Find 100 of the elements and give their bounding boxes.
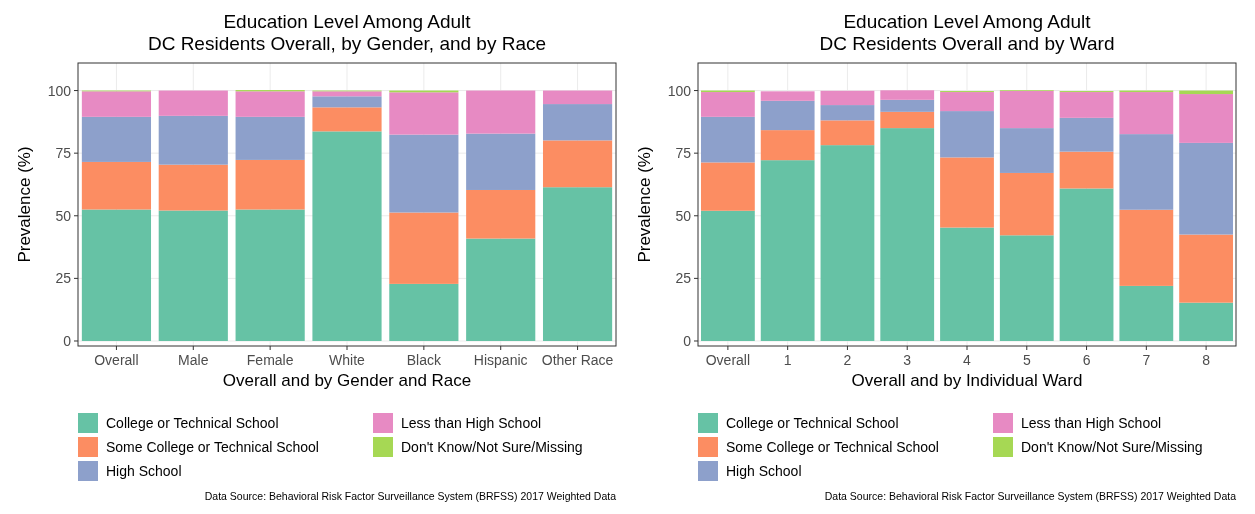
x-axis-title: Overall and by Individual Ward: [851, 371, 1083, 390]
x-tick-label: Black: [406, 352, 442, 368]
bar: [999, 128, 1054, 173]
bar: [312, 96, 382, 108]
bar: [940, 227, 994, 341]
x-tick-label: 7: [1142, 352, 1151, 368]
bar: [760, 130, 815, 161]
bar: [1179, 94, 1234, 143]
legend-label: Don't Know/Not Sure/Missing: [1021, 439, 1203, 455]
bar: [389, 92, 459, 135]
bar: [1059, 92, 1114, 118]
bar: [466, 133, 536, 190]
bar: [1059, 117, 1114, 152]
x-tick-label: White: [329, 352, 366, 368]
bar: [820, 105, 875, 121]
y-tick-label: 50: [55, 207, 72, 224]
legend-label: Some College or Technical School: [106, 439, 319, 455]
bar: [820, 120, 875, 146]
bar: [389, 283, 459, 341]
bar: [158, 90, 228, 116]
y-tick-label: 25: [55, 270, 72, 287]
bar: [466, 189, 536, 239]
y-tick-label: 0: [63, 332, 72, 349]
y-tick-label: 75: [675, 145, 692, 162]
y-tick-label: 25: [675, 270, 692, 287]
bar: [1179, 234, 1234, 303]
x-tick-label: Male: [178, 352, 209, 368]
bar: [760, 160, 815, 341]
bar: [312, 91, 382, 97]
bar: [235, 209, 305, 341]
bar: [940, 92, 994, 112]
legend-label: Less than High School: [1021, 415, 1162, 431]
bar: [880, 90, 935, 100]
bar: [312, 131, 382, 341]
bar: [1179, 142, 1234, 235]
bar: [1119, 209, 1174, 286]
bar: [999, 172, 1054, 236]
bar: [700, 116, 755, 163]
bar: [1059, 151, 1114, 189]
bar: [542, 90, 613, 105]
x-tick-label: 6: [1082, 352, 1091, 368]
bar: [81, 209, 152, 341]
bar: [760, 100, 815, 131]
bar: [389, 212, 459, 284]
x-tick-label: 3: [903, 352, 912, 368]
bar: [999, 90, 1054, 129]
bar: [81, 161, 152, 210]
y-tick-label: 0: [683, 332, 692, 349]
bar: [235, 91, 305, 117]
chart-title: Education Level Among Adult DC Residents Overall and by Ward: [819, 11, 1115, 54]
bar: [81, 91, 152, 117]
y-tick-label: 100: [667, 82, 692, 99]
x-tick-label: Other Race: [541, 352, 614, 368]
bar: [466, 90, 536, 134]
bar: [1119, 285, 1174, 341]
x-tick-label: 5: [1022, 352, 1031, 368]
bar: [940, 111, 994, 158]
legend-label: College or Technical School: [726, 415, 899, 431]
bar: [158, 210, 228, 341]
bar: [81, 116, 152, 162]
bar: [235, 159, 305, 210]
bar: [312, 107, 382, 132]
legend-label: College or Technical School: [106, 415, 279, 431]
source-note: Data Source: Behavioral Risk Factor Surveillance System (BRFSS) 2017 Weighted Data: [204, 490, 617, 502]
bar: [760, 91, 815, 101]
x-tick-label: Female: [246, 352, 294, 368]
bar: [1119, 134, 1174, 210]
y-axis-title: Prevalence (%): [635, 146, 654, 263]
y-axis-title: Prevalence (%): [15, 146, 34, 263]
bar: [466, 238, 536, 341]
chart-title: Education Level Among Adult DC Residents Overall, by Gender, and by Race: [147, 11, 547, 54]
legend-label: High School: [106, 463, 182, 479]
bar: [1059, 188, 1114, 341]
x-tick-label: Overall: [94, 352, 139, 368]
bar: [700, 162, 755, 211]
bar: [389, 134, 459, 213]
bar: [158, 115, 228, 165]
y-tick-label: 50: [675, 207, 692, 224]
x-axis-title: Overall and by Gender and Race: [222, 371, 472, 390]
bar: [820, 90, 875, 106]
bar: [700, 92, 755, 117]
legend-label: High School: [726, 463, 802, 479]
bar: [542, 187, 613, 341]
bar: [542, 140, 613, 188]
bar: [1119, 92, 1174, 135]
x-tick-label: 2: [843, 352, 852, 368]
bar: [542, 104, 613, 141]
bar: [820, 145, 875, 341]
y-tick-label: 75: [55, 145, 72, 162]
x-tick-label: 1: [783, 352, 792, 368]
x-tick-label: 8: [1202, 352, 1211, 368]
legend-label: Don't Know/Not Sure/Missing: [401, 439, 583, 455]
x-tick-label: Overall: [705, 352, 751, 368]
bar: [999, 235, 1054, 341]
bar: [235, 116, 305, 160]
bar: [880, 128, 935, 341]
legend-label: Some College or Technical School: [726, 439, 939, 455]
bar: [700, 210, 755, 341]
bar: [880, 99, 935, 112]
bar: [880, 111, 935, 129]
